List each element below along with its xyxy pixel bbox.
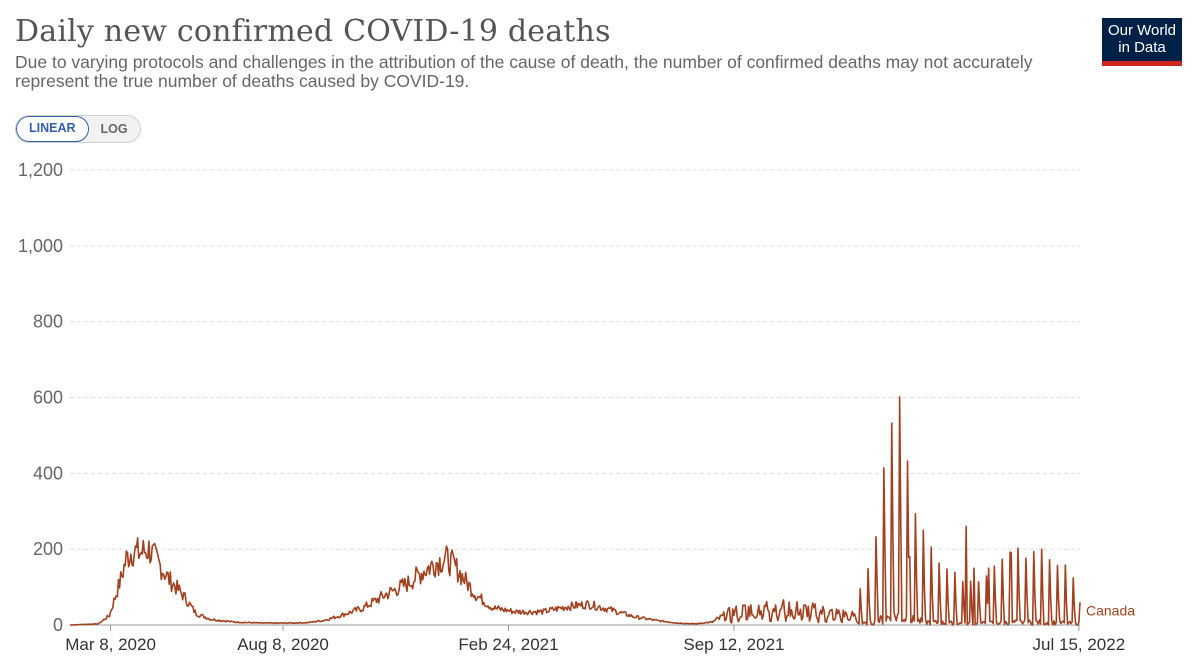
y-tick-label: 800	[33, 312, 63, 332]
x-tick-label: Mar 8, 2020	[65, 635, 156, 654]
logo-bar	[1102, 61, 1182, 66]
y-tick-label: 0	[53, 615, 63, 635]
linear-scale-button[interactable]: LINEAR	[16, 116, 89, 142]
x-tick-label: Sep 12, 2021	[683, 635, 784, 654]
owid-logo[interactable]: Our World in Data	[1102, 18, 1182, 66]
series-label-canada: Canada	[1086, 602, 1135, 618]
y-tick-label: 200	[33, 539, 63, 559]
x-tick-label: Feb 24, 2021	[458, 635, 558, 654]
chart-title: Daily new confirmed COVID-19 deaths	[15, 14, 611, 49]
y-tick-label: 1,000	[18, 236, 63, 256]
scale-toggle[interactable]: LINEAR LOG	[15, 115, 141, 143]
y-tick-label: 400	[33, 463, 63, 483]
x-tick-label: Aug 8, 2020	[237, 635, 329, 654]
x-tick-label: Jul 15, 2022	[1033, 635, 1126, 654]
x-axis: Mar 8, 2020 Aug 8, 2020 Feb 24, 2021 Sep 12…	[65, 625, 1125, 654]
series-layer: Canada	[69, 396, 1135, 626]
logo-line-1: Our World	[1107, 22, 1177, 39]
y-tick-label: 1,200	[18, 160, 63, 180]
y-tick-label: 600	[33, 388, 63, 408]
log-scale-button[interactable]: LOG	[100, 122, 128, 136]
series-line-canada	[69, 396, 1081, 626]
grid-lines	[70, 169, 1080, 626]
chart-subtitle: Due to varying protocols and challenges …	[15, 52, 1033, 91]
logo-line-2: in Data	[1118, 39, 1166, 56]
y-axis: 0 200 400 600 800 1,000 1,200	[18, 160, 63, 635]
